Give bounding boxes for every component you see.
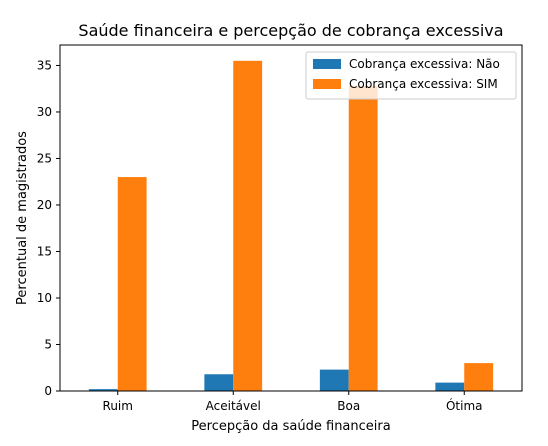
x-tick-label-1: Aceitável: [206, 399, 261, 413]
legend-label-sim: Cobrança excessiva: SIM: [349, 77, 498, 91]
bar-nao-1: [204, 374, 234, 391]
x-axis: Ruim Aceitável Boa Ótima: [103, 391, 483, 413]
bars-layer: [88, 60, 494, 391]
legend: Cobrança excessiva: Não Cobrança excessi…: [305, 51, 517, 100]
plot-frame: [59, 44, 523, 392]
bar-nao-0: [88, 389, 118, 391]
y-axis: 0 5 10 15 20 25 30 35: [37, 58, 60, 398]
y-tick-label-7: 35: [37, 58, 52, 72]
bar-sim-3: [464, 363, 494, 391]
bar-nao-3: [435, 382, 465, 391]
y-tick-label-6: 30: [37, 105, 52, 119]
bar-nao-2: [319, 369, 349, 391]
y-tick-label-3: 15: [37, 244, 52, 258]
legend-swatch-no: [313, 59, 341, 69]
legend-label-no: Cobrança excessiva: Não: [349, 57, 500, 71]
y-axis-label: Percentual de magistrados: [15, 131, 30, 305]
legend-swatch-sim: [313, 79, 341, 89]
legend-box: [305, 51, 517, 100]
bar-sim-2: [348, 85, 378, 391]
x-axis-label: Percepção da saúde financeira: [191, 419, 390, 434]
bar-sim-0: [117, 177, 147, 391]
y-tick-label-1: 5: [44, 337, 52, 351]
y-tick-label-0: 0: [44, 384, 52, 398]
chart-title: Saúde financeira e percepção de cobrança…: [78, 21, 503, 40]
x-tick-label-0: Ruim: [103, 399, 133, 413]
x-tick-label-2: Boa: [337, 399, 360, 413]
y-tick-label-2: 10: [37, 291, 52, 305]
bar-sim-1: [233, 60, 263, 391]
y-tick-label-5: 25: [37, 151, 52, 165]
y-tick-label-4: 20: [37, 198, 52, 212]
x-tick-label-3: Ótima: [446, 398, 483, 413]
